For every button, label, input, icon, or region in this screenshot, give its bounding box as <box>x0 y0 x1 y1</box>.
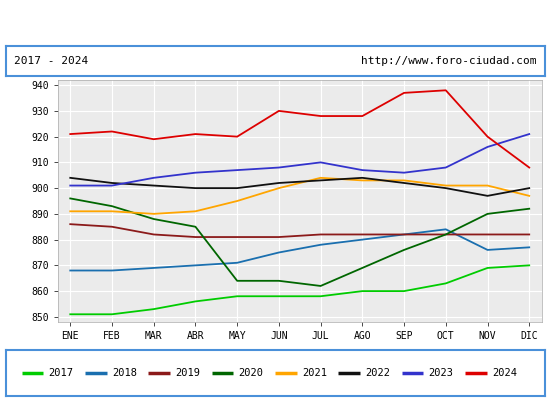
Text: 2018: 2018 <box>112 368 137 378</box>
Text: 2020: 2020 <box>239 368 263 378</box>
Text: 2019: 2019 <box>175 368 200 378</box>
Text: 2021: 2021 <box>302 368 327 378</box>
Text: 2022: 2022 <box>365 368 390 378</box>
Text: 2017 - 2024: 2017 - 2024 <box>14 56 88 66</box>
Text: Evolucion num de emigrantes en Narón: Evolucion num de emigrantes en Narón <box>130 13 420 29</box>
Text: http://www.foro-ciudad.com: http://www.foro-ciudad.com <box>361 56 536 66</box>
Text: 2024: 2024 <box>492 368 517 378</box>
Text: 2017: 2017 <box>48 368 74 378</box>
Text: 2023: 2023 <box>428 368 454 378</box>
